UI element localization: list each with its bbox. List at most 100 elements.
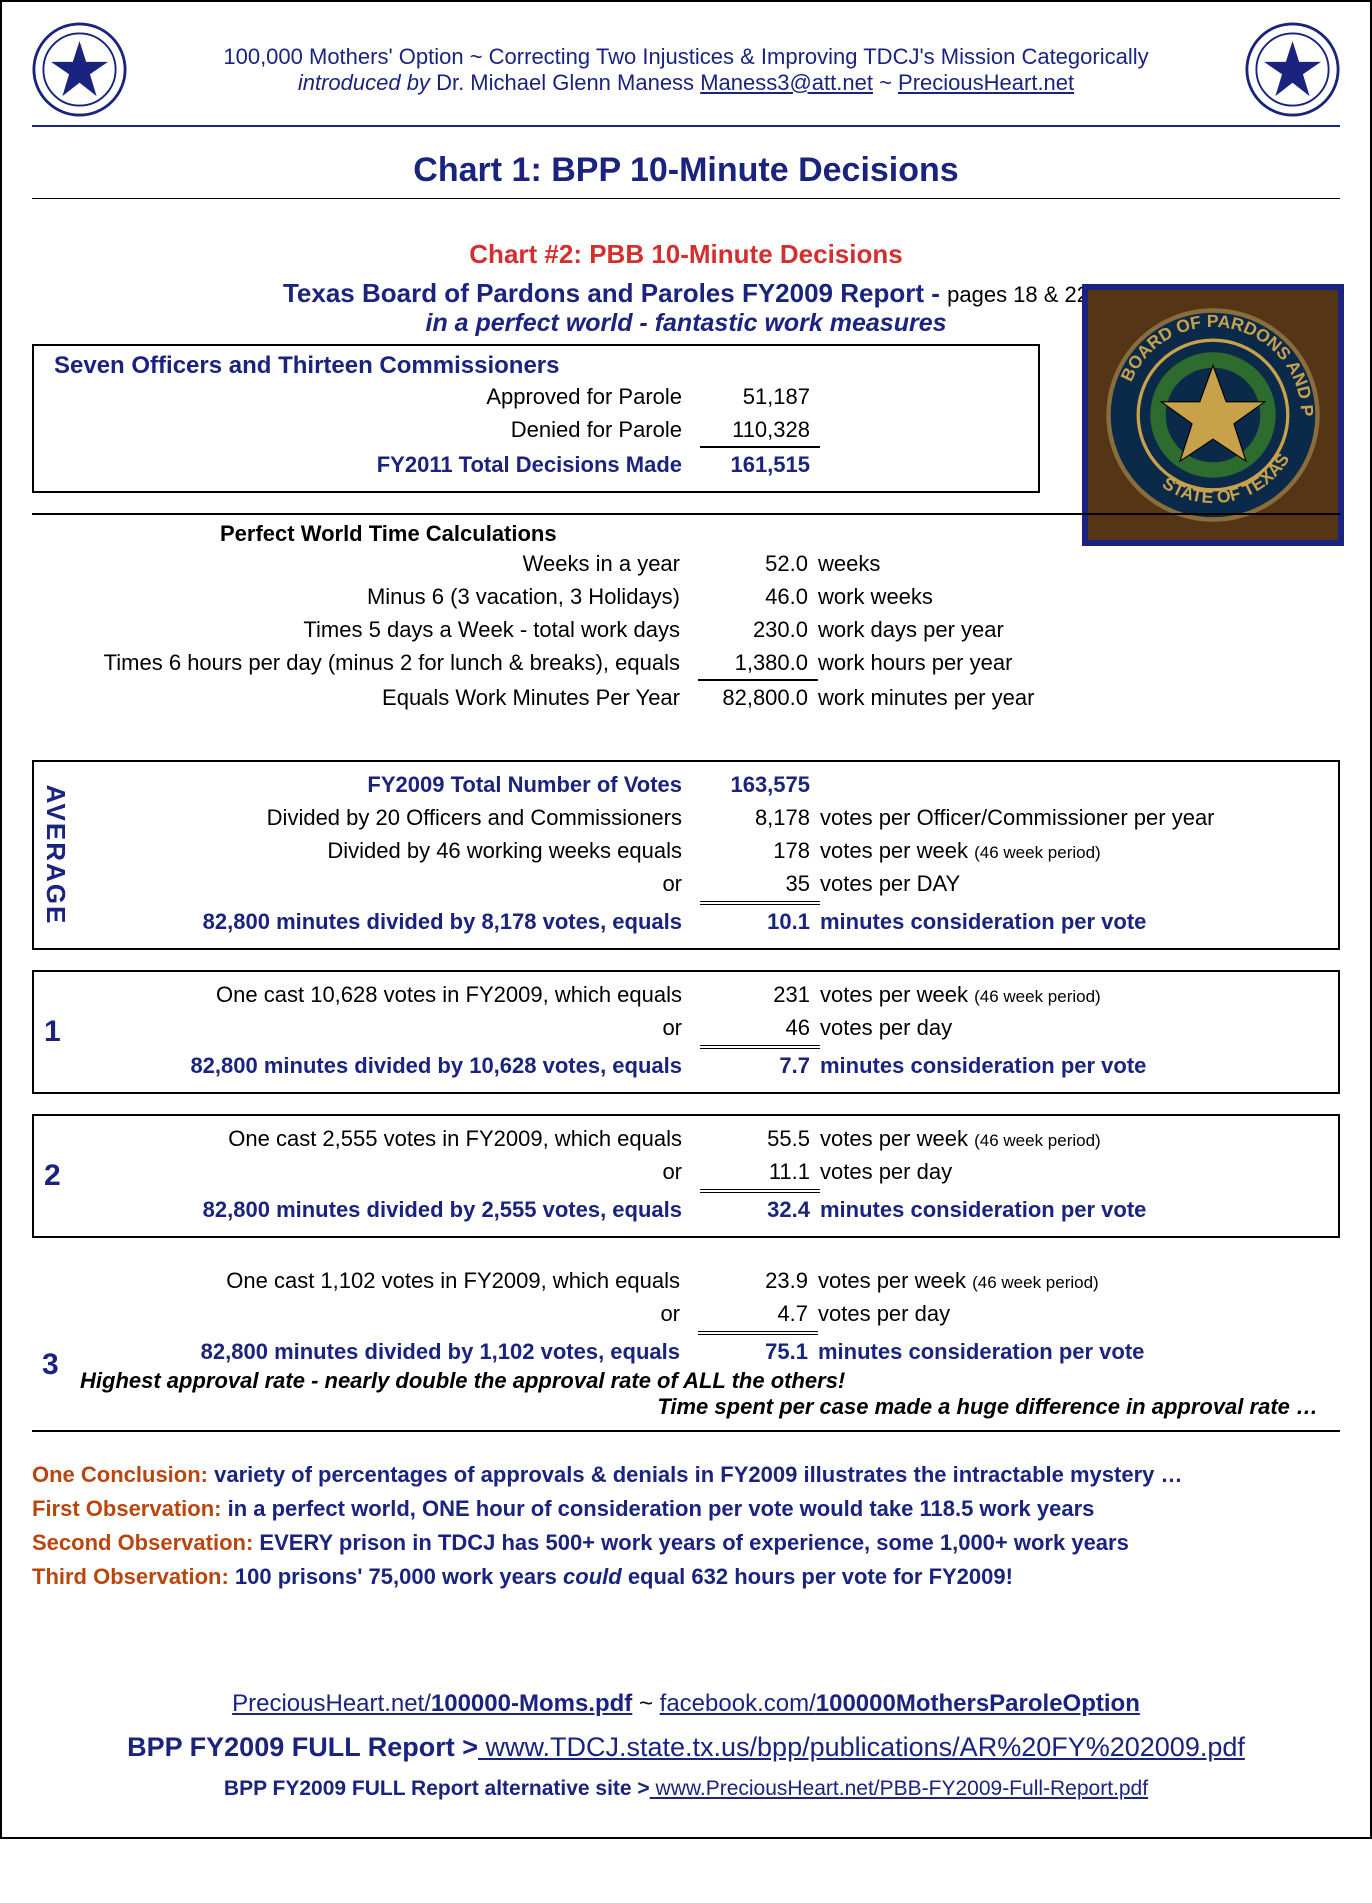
full-report-link[interactable]: www.TDCJ.state.tx.us/bpp/publications/AR…	[478, 1732, 1245, 1762]
weeks-unit: weeks	[818, 547, 1332, 580]
obs3-text: 100 prisons' 75,000 work years could equ…	[235, 1564, 1013, 1589]
subtitle-pages: pages 18 & 22	[947, 282, 1089, 307]
c2-r2-val: 11.1	[700, 1155, 820, 1193]
obs2-label: Second Observation:	[32, 1530, 253, 1555]
texas-seal-right-icon	[1245, 22, 1340, 117]
c3-r3-val: 75.1	[698, 1335, 818, 1368]
c1-r3-unit: minutes consideration per vote	[820, 1049, 1330, 1082]
case3-box: 3 One cast 1,102 votes in FY2009, which …	[32, 1258, 1340, 1432]
case2-box: 2 One cast 2,555 votes in FY2009, which …	[32, 1114, 1340, 1238]
c2-r2-unit: votes per day	[820, 1155, 1330, 1188]
c3-r1-label: One cast 1,102 votes in FY2009, which eq…	[40, 1264, 698, 1297]
author-name: Dr. Michael Glenn Maness	[436, 70, 694, 95]
minus6-unit: work weeks	[818, 580, 1332, 613]
c3-note1: Highest approval rate - nearly double th…	[40, 1368, 1332, 1394]
c3-r2-unit: votes per day	[818, 1297, 1332, 1330]
page-header: 100,000 Mothers' Option ~ Correcting Two…	[32, 22, 1340, 127]
conclusion-text: variety of percentages of approvals & de…	[214, 1462, 1182, 1487]
c2-r1-label: One cast 2,555 votes in FY2009, which eq…	[42, 1122, 700, 1155]
minutes-unit: work minutes per year	[818, 681, 1332, 714]
minutes-val: 82,800.0	[698, 681, 818, 714]
c1-r1-unit: votes per week (46 week period)	[820, 978, 1330, 1011]
total-val: 161,515	[700, 448, 820, 481]
days-val: 230.0	[698, 613, 818, 646]
time-calc-box: Perfect World Time Calculations Weeks in…	[32, 513, 1340, 734]
c3-r3-unit: minutes consideration per vote	[818, 1335, 1332, 1368]
c3-note2: Time spent per case made a huge differen…	[40, 1394, 1332, 1420]
avg-div20-val: 8,178	[700, 801, 820, 834]
c1-r2-unit: votes per day	[820, 1011, 1330, 1044]
c1-r2-val: 46	[700, 1011, 820, 1049]
case1-marker: 1	[44, 1015, 61, 1049]
document-page: 100,000 Mothers' Option ~ Correcting Two…	[0, 0, 1372, 1839]
decisions-box: Seven Officers and Thirteen Commissioner…	[32, 344, 1040, 493]
denied-val: 110,328	[700, 413, 820, 448]
subtitle-main: Texas Board of Pardons and Paroles FY200…	[283, 278, 940, 308]
case3-marker: 3	[42, 1348, 59, 1382]
footer-sep: ~	[639, 1690, 660, 1717]
c2-r3-unit: minutes consideration per vote	[820, 1193, 1330, 1226]
avg-perday-val: 35	[700, 867, 820, 905]
intro-prefix: introduced by	[298, 70, 430, 95]
c3-r3-label: 82,800 minutes divided by 1,102 votes, e…	[40, 1335, 698, 1368]
c2-r2-label: or	[42, 1155, 700, 1188]
obs2-text: EVERY prison in TDCJ has 500+ work years…	[259, 1530, 1128, 1555]
alt-report-label: BPP FY2009 FULL Report alternative site …	[224, 1777, 650, 1800]
case1-box: 1 One cast 10,628 votes in FY2009, which…	[32, 970, 1340, 1094]
chart-main-title: Chart 1: BPP 10-Minute Decisions	[32, 151, 1340, 190]
separator: ~	[879, 70, 898, 95]
conclusions: One Conclusion: variety of percentages o…	[32, 1458, 1340, 1594]
avg-div20-unit: votes per Officer/Commissioner per year	[820, 801, 1330, 834]
moms-pdf-link[interactable]: PreciousHeart.net/100000-Moms.pdf	[232, 1690, 632, 1717]
obs3-label: Third Observation:	[32, 1564, 229, 1589]
case2-marker: 2	[44, 1159, 61, 1193]
hours-unit: work hours per year	[818, 646, 1332, 679]
obs1-text: in a perfect world, ONE hour of consider…	[228, 1496, 1095, 1521]
days-label: Times 5 days a Week - total work days	[40, 613, 698, 646]
avg-votes-label: FY2009 Total Number of Votes	[42, 768, 700, 801]
approved-val: 51,187	[700, 380, 820, 413]
avg-div46-val: 178	[700, 834, 820, 867]
avg-result-val: 10.1	[700, 905, 820, 938]
avg-result-unit: minutes consideration per vote	[820, 905, 1330, 938]
weeks-val: 52.0	[698, 547, 818, 580]
c1-r1-label: One cast 10,628 votes in FY2009, which e…	[42, 978, 700, 1011]
avg-perday-unit: votes per DAY	[820, 867, 1330, 900]
texas-seal-left-icon	[32, 22, 127, 117]
facebook-link[interactable]: facebook.com/100000MothersParoleOption	[660, 1690, 1140, 1717]
obs1-label: First Observation:	[32, 1496, 221, 1521]
box1-head: Seven Officers and Thirteen Commissioner…	[42, 352, 1030, 380]
minutes-label: Equals Work Minutes Per Year	[40, 681, 698, 714]
c3-r1-unit: votes per week (46 week period)	[818, 1264, 1332, 1297]
hours-val: 1,380.0	[698, 646, 818, 681]
c3-r2-val: 4.7	[698, 1297, 818, 1335]
chart-red-title: Chart #2: PBB 10-Minute Decisions	[32, 239, 1340, 270]
hours-label: Times 6 hours per day (minus 2 for lunch…	[40, 646, 698, 679]
rule	[32, 198, 1340, 199]
c1-r3-label: 82,800 minutes divided by 10,628 votes, …	[42, 1049, 700, 1082]
board-seal-icon: BOARD OF PARDONS AND PAROLES STATE OF TE…	[1082, 284, 1344, 546]
c2-r1-val: 55.5	[700, 1122, 820, 1155]
c2-r1-unit: votes per week (46 week period)	[820, 1122, 1330, 1155]
c3-r2-label: or	[40, 1297, 698, 1330]
c3-r1-val: 23.9	[698, 1264, 818, 1297]
total-label: FY2011 Total Decisions Made	[42, 448, 700, 481]
approved-label: Approved for Parole	[42, 380, 700, 413]
avg-or-label: or	[42, 867, 700, 900]
conclusion-label: One Conclusion:	[32, 1462, 208, 1487]
avg-div46-label: Divided by 46 working weeks equals	[42, 834, 700, 867]
weeks-label: Weeks in a year	[40, 547, 698, 580]
average-marker: AVERAGE	[40, 785, 71, 926]
email-link[interactable]: Maness3@att.net	[700, 70, 873, 95]
c2-r3-label: 82,800 minutes divided by 2,555 votes, e…	[42, 1193, 700, 1226]
footer-links: PreciousHeart.net/100000-Moms.pdf ~ face…	[32, 1684, 1340, 1806]
site-link[interactable]: PreciousHeart.net	[898, 70, 1074, 95]
avg-votes-val: 163,575	[700, 768, 820, 801]
header-title: 100,000 Mothers' Option ~ Correcting Two…	[127, 44, 1245, 70]
denied-label: Denied for Parole	[42, 413, 700, 446]
box1-wrapper: Seven Officers and Thirteen Commissioner…	[32, 344, 1340, 493]
minus6-label: Minus 6 (3 vacation, 3 Holidays)	[40, 580, 698, 613]
avg-div20-label: Divided by 20 Officers and Commissioners	[42, 801, 700, 834]
days-unit: work days per year	[818, 613, 1332, 646]
alt-report-link[interactable]: www.PreciousHeart.net/PBB-FY2009-Full-Re…	[650, 1777, 1148, 1800]
